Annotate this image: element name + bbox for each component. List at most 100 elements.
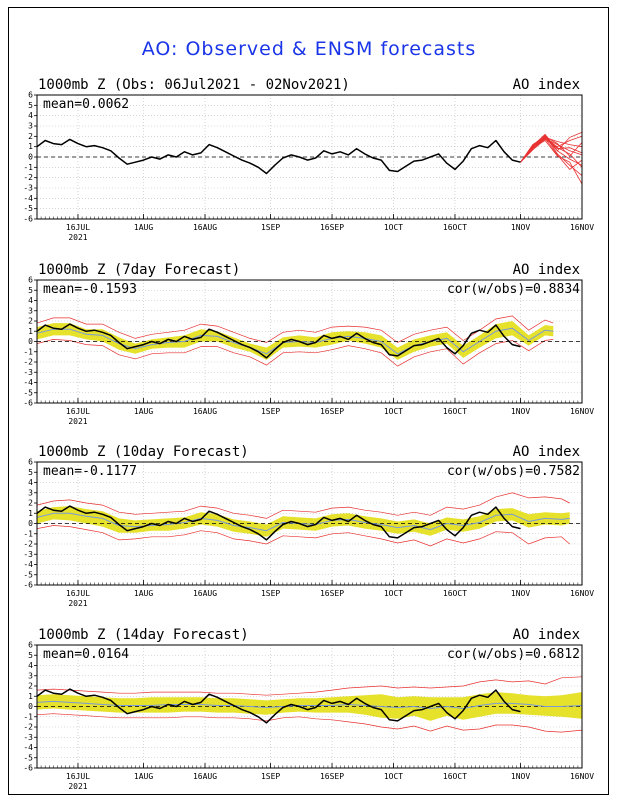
y-tick-label: -5 xyxy=(23,570,33,579)
y-tick-label: 1 xyxy=(28,142,33,151)
plot-area-border xyxy=(36,94,583,220)
y-tick-label: 1 xyxy=(28,327,33,336)
ensemble-envelope-lo xyxy=(36,525,570,547)
y-tick-label: -1 xyxy=(23,347,33,356)
x-tick-label: 16JUL xyxy=(66,772,90,781)
mean-annotation: mean=0.0062 xyxy=(43,97,129,112)
x-tick-label: 16AUG xyxy=(193,589,217,598)
ensemble-member-line xyxy=(520,137,583,170)
observed-line xyxy=(36,138,521,175)
observed-line xyxy=(36,323,521,359)
plot-area-border xyxy=(36,461,583,586)
panel-3: 1000mb Z (10day Forecast) AO index-6-5-4-… xyxy=(23,444,594,608)
x-tick-label: 16AUG xyxy=(193,772,217,781)
ensemble-envelope-hi xyxy=(36,315,554,343)
correlation-annotation: cor(w/obs)=0.8834 xyxy=(447,282,580,297)
ensemble-spread-band xyxy=(37,506,570,537)
y-tick-label: 2 xyxy=(28,682,33,691)
y-tick-label: 5 xyxy=(28,286,33,295)
y-tick-label: 1 xyxy=(28,509,33,518)
y-tick-label: -3 xyxy=(23,368,33,377)
y-tick-label: -6 xyxy=(23,764,33,773)
x-tick-sublabel: 2021 xyxy=(68,599,87,608)
panel-1: 1000mb Z (Obs: 06Jul2021 - 02Nov2021) AO … xyxy=(23,77,594,242)
x-tick-label: 1OCT xyxy=(384,407,403,416)
y-tick-label: 3 xyxy=(28,488,33,497)
figure-frame xyxy=(8,7,609,795)
x-tick-label: 1OCT xyxy=(384,223,403,232)
y-tick-label: -3 xyxy=(23,184,33,193)
panel-right-title: AO index xyxy=(513,444,580,460)
x-tick-label: 16NOV xyxy=(570,407,594,416)
y-tick-label: -4 xyxy=(23,378,33,387)
panel-title: 1000mb Z (7day Forecast) xyxy=(38,262,240,278)
y-tick-label: -2 xyxy=(23,540,33,549)
ensemble-envelope-hi xyxy=(36,676,583,696)
x-tick-label: 16AUG xyxy=(193,223,217,232)
panel-right-title: AO index xyxy=(513,262,580,278)
x-tick-label: 1SEP xyxy=(261,223,280,232)
y-tick-label: 3 xyxy=(28,306,33,315)
x-tick-label: 16SEP xyxy=(320,407,344,416)
y-tick-label: 6 xyxy=(28,458,33,467)
figure-title: AO: Observed & ENSM forecasts xyxy=(141,38,477,60)
y-tick-label: -4 xyxy=(23,743,33,752)
panel-4: 1000mb Z (14day Forecast) AO index-6-5-4-… xyxy=(23,627,594,791)
y-tick-label: -5 xyxy=(23,388,33,397)
y-tick-label: -2 xyxy=(23,358,33,367)
ensemble-envelope-lo xyxy=(36,713,583,733)
y-tick-label: -6 xyxy=(23,399,33,408)
y-tick-label: 5 xyxy=(28,101,33,110)
mean-annotation: mean=-0.1593 xyxy=(43,282,137,297)
x-tick-sublabel: 2021 xyxy=(68,417,87,426)
panel-right-title: AO index xyxy=(513,77,580,93)
y-tick-label: 4 xyxy=(28,111,33,120)
mean-annotation: mean=0.0164 xyxy=(43,647,129,662)
x-tick-sublabel: 2021 xyxy=(68,233,87,242)
y-tick-label: -6 xyxy=(23,581,33,590)
x-tick-label: 1AUG xyxy=(134,772,153,781)
x-tick-label: 1AUG xyxy=(134,589,153,598)
ensemble-mean-line xyxy=(36,700,583,709)
panel-2: 1000mb Z (7day Forecast) AO index -6 -5-4-3… xyxy=(23,262,594,426)
y-tick-label: 0 xyxy=(28,153,33,162)
x-tick-label: 16NOV xyxy=(570,772,594,781)
y-tick-label: 6 xyxy=(28,276,33,285)
correlation-annotation: cor(w/obs)=0.7582 xyxy=(447,464,580,479)
y-tick-label: 5 xyxy=(28,468,33,477)
plot-area-border xyxy=(36,644,583,769)
y-tick-label: 4 xyxy=(28,661,33,670)
x-tick-label: 16SEP xyxy=(320,589,344,598)
x-tick-label: 1SEP xyxy=(261,589,280,598)
y-tick-label: 4 xyxy=(28,478,33,487)
correlation-annotation: cor(w/obs)=0.6812 xyxy=(447,647,580,662)
y-tick-label: 0 xyxy=(28,337,33,346)
y-tick-label: 6 xyxy=(28,641,33,650)
x-tick-label: 16OCT xyxy=(443,589,467,598)
ensemble-member-line xyxy=(520,131,583,163)
x-tick-label: 16AUG xyxy=(193,407,217,416)
y-tick-label: -2 xyxy=(23,173,33,182)
x-tick-label: 16SEP xyxy=(320,772,344,781)
y-tick-label: -1 xyxy=(23,712,33,721)
y-tick-label: 1 xyxy=(28,692,33,701)
x-tick-sublabel: 2021 xyxy=(68,782,87,791)
x-tick-label: 16JUL xyxy=(66,223,90,232)
y-tick-label: -4 xyxy=(23,194,33,203)
y-tick-label: 3 xyxy=(28,122,33,131)
y-tick-label: 0 xyxy=(28,519,33,528)
y-tick-label: -1 xyxy=(23,163,33,172)
y-tick-label: -1 xyxy=(23,529,33,538)
ensemble-member-line xyxy=(520,135,583,163)
y-tick-label: 5 xyxy=(28,651,33,660)
y-tick-label: -6 xyxy=(23,215,33,224)
x-tick-label: 1NOV xyxy=(511,772,530,781)
mean-annotation: mean=-0.1177 xyxy=(43,464,137,479)
panel-title: 1000mb Z (10day Forecast) xyxy=(38,444,249,460)
observed-line xyxy=(36,505,521,541)
ensemble-member-line xyxy=(520,139,583,185)
x-tick-label: 1AUG xyxy=(134,407,153,416)
x-tick-label: 1SEP xyxy=(261,772,280,781)
x-tick-label: 16NOV xyxy=(570,223,594,232)
